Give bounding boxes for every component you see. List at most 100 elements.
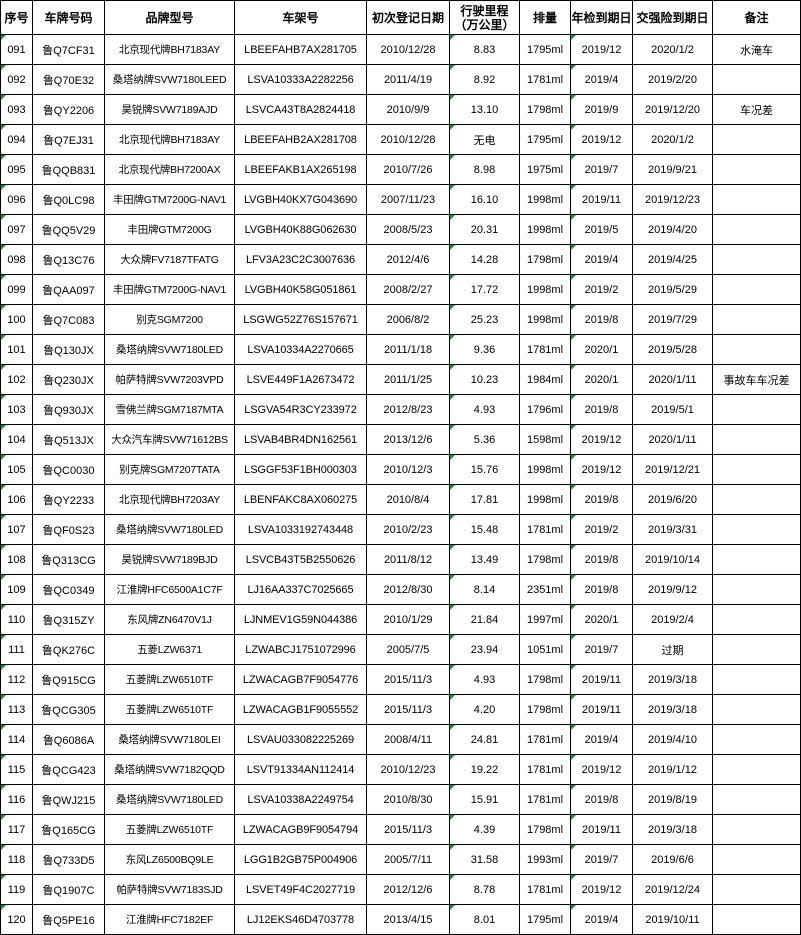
table-cell: LSVCB43T5B2550626 — [234, 544, 367, 575]
table-cell: 2019/1/12 — [632, 754, 713, 785]
table-row: 115 鲁QCG423 桑塔纳牌SVW7182QQD LSVT91334AN11241… — [0, 754, 801, 785]
table-row: 119 鲁Q1907C 帕萨特牌SVW7183SJD LSVET49F4C202771… — [0, 874, 801, 905]
table-cell: 2008/5/23 — [366, 214, 450, 245]
table-cell: LZWACAGB1F9055552 — [234, 694, 367, 725]
table-cell: 2019/10/14 — [632, 544, 713, 575]
table-row: 097 鲁QQ5V29 丰田牌GTM7200G LVGBH40K88G062630 20… — [0, 214, 801, 245]
table-cell: 2019/4/10 — [632, 724, 713, 755]
table-cell: 2020/1/2 — [632, 34, 713, 65]
table-cell: 2013/12/6 — [366, 424, 450, 455]
table-cell: 2010/12/28 — [366, 124, 450, 155]
table-cell: 2019/5/1 — [632, 394, 713, 425]
table-cell: 1998ml — [519, 184, 571, 215]
table-cell: 1796ml — [519, 394, 571, 425]
table-cell: 大众牌FV7187TFATG — [104, 244, 235, 275]
table-cell: 4.93 — [449, 394, 520, 425]
table-cell: 2019/4/25 — [632, 244, 713, 275]
table-cell: LVGBH40K88G062630 — [234, 214, 367, 245]
table-cell: 2019/8 — [570, 544, 633, 575]
table-cell: 1781ml — [519, 754, 571, 785]
table-cell: 8.98 — [449, 154, 520, 185]
table-cell: 1051ml — [519, 634, 571, 665]
table-cell: 1998ml — [519, 214, 571, 245]
table-cell: 2012/8/30 — [366, 574, 450, 605]
table-cell: 2019/6/20 — [632, 484, 713, 515]
table-cell: 4.93 — [449, 664, 520, 695]
table-cell: 2020/1/11 — [632, 424, 713, 455]
table-cell: 105 — [0, 454, 33, 485]
table-cell: 2020/1 — [570, 604, 633, 635]
table-cell: 2005/7/11 — [366, 844, 450, 875]
table-cell: LSVAB4BR4DN162561 — [234, 424, 367, 455]
table-cell — [712, 334, 801, 365]
table-cell: 车况差 — [712, 94, 801, 125]
table-row: 095 鲁QQB831 北京现代牌BH7200AX LBEEFAKB1AX265198… — [0, 154, 801, 185]
table-cell: LVGBH40K58G051861 — [234, 274, 367, 305]
table-cell: 16.10 — [449, 184, 520, 215]
table-cell: LZWABCJ1751072996 — [234, 634, 367, 665]
table-cell: 1998ml — [519, 454, 571, 485]
table-cell: 1781ml — [519, 514, 571, 545]
table-cell: 2351ml — [519, 574, 571, 605]
table-cell: 2020/1 — [570, 334, 633, 365]
table-cell: 1798ml — [519, 664, 571, 695]
table-cell: 桑塔纳牌SVW7180LED — [104, 784, 235, 815]
table-cell: 2019/3/18 — [632, 664, 713, 695]
table-cell: 120 — [0, 904, 33, 935]
table-cell: LSVA10333A2282256 — [234, 64, 367, 95]
table-cell: 2019/8 — [570, 394, 633, 425]
table-cell: LSVA10334A2270665 — [234, 334, 367, 365]
table-cell: 2012/8/23 — [366, 394, 450, 425]
table-cell: 昊锐牌SVW7189BJD — [104, 544, 235, 575]
table-cell: 五菱牌LZW6510TF — [104, 664, 235, 695]
table-cell: 2010/12/23 — [366, 754, 450, 785]
table-row: 098 鲁Q13C76 大众牌FV7187TFATG LFV3A23C2C300763… — [0, 244, 801, 275]
table-cell: 鲁Q513JX — [32, 424, 105, 455]
header-cell: 序号 — [0, 0, 33, 35]
table-cell: 鲁Q6086A — [32, 724, 105, 755]
table-cell: 鲁QF0S23 — [32, 514, 105, 545]
table-cell: 2019/12 — [570, 424, 633, 455]
table-cell: 103 — [0, 394, 33, 425]
table-cell: 1798ml — [519, 544, 571, 575]
table-cell: 帕萨特牌SVW7183SJD — [104, 874, 235, 905]
table-cell: 昊锐牌SVW7189AJD — [104, 94, 235, 125]
table-cell: 20.31 — [449, 214, 520, 245]
table-cell: 1798ml — [519, 814, 571, 845]
table-cell: 2015/11/3 — [366, 664, 450, 695]
table-cell: 大众汽车牌SVW71612BS — [104, 424, 235, 455]
table-cell: 雪佛兰牌SGM7187MTA — [104, 394, 235, 425]
table-row: 104 鲁Q513JX 大众汽车牌SVW71612BS LSVAB4BR4DN1625… — [0, 424, 801, 455]
table-row: 111 鲁QK276C 五菱LZW6371 LZWABCJ1751072996 2005… — [0, 634, 801, 665]
table-cell: LBEEFAHB2AX281708 — [234, 124, 367, 155]
table-cell: LBEEFAKB1AX265198 — [234, 154, 367, 185]
table-cell: 108 — [0, 544, 33, 575]
table-cell: 2019/2/20 — [632, 64, 713, 95]
table-cell: 江淮牌HFC7182EF — [104, 904, 235, 935]
table-cell: 1781ml — [519, 64, 571, 95]
table-cell: LJ12EKS46D4703778 — [234, 904, 367, 935]
table-row: 120 鲁Q5PE16 江淮牌HFC7182EF LJ12EKS46D4703778 2… — [0, 904, 801, 935]
table-cell: 别克SGM7200 — [104, 304, 235, 335]
table-cell: 116 — [0, 784, 33, 815]
table-cell: 鲁QWJ215 — [32, 784, 105, 815]
table-cell: 2019/10/11 — [632, 904, 713, 935]
table-cell: 097 — [0, 214, 33, 245]
table-cell: 五菱牌LZW6510TF — [104, 694, 235, 725]
table-cell: 鲁Q130JX — [32, 334, 105, 365]
table-cell: 2019/7 — [570, 844, 633, 875]
table-body: 091 鲁Q7CF31 北京现代牌BH7183AY LBEEFAHB7AX281705… — [0, 34, 801, 935]
table-cell: 别克牌SGM7207TATA — [104, 454, 235, 485]
table-cell: 115 — [0, 754, 33, 785]
table-cell: LBEEFAHB7AX281705 — [234, 34, 367, 65]
table-cell: 2019/2 — [570, 514, 633, 545]
table-cell: 2020/1/11 — [632, 364, 713, 395]
table-cell: 五菱牌LZW6510TF — [104, 814, 235, 845]
table-cell: 丰田牌GTM7200G-NAV1 — [104, 274, 235, 305]
table-cell: 2010/7/26 — [366, 154, 450, 185]
table-cell — [712, 454, 801, 485]
table-cell: 鲁QCG305 — [32, 694, 105, 725]
table-cell: 鲁Q1907C — [32, 874, 105, 905]
table-cell — [712, 784, 801, 815]
table-cell: 095 — [0, 154, 33, 185]
